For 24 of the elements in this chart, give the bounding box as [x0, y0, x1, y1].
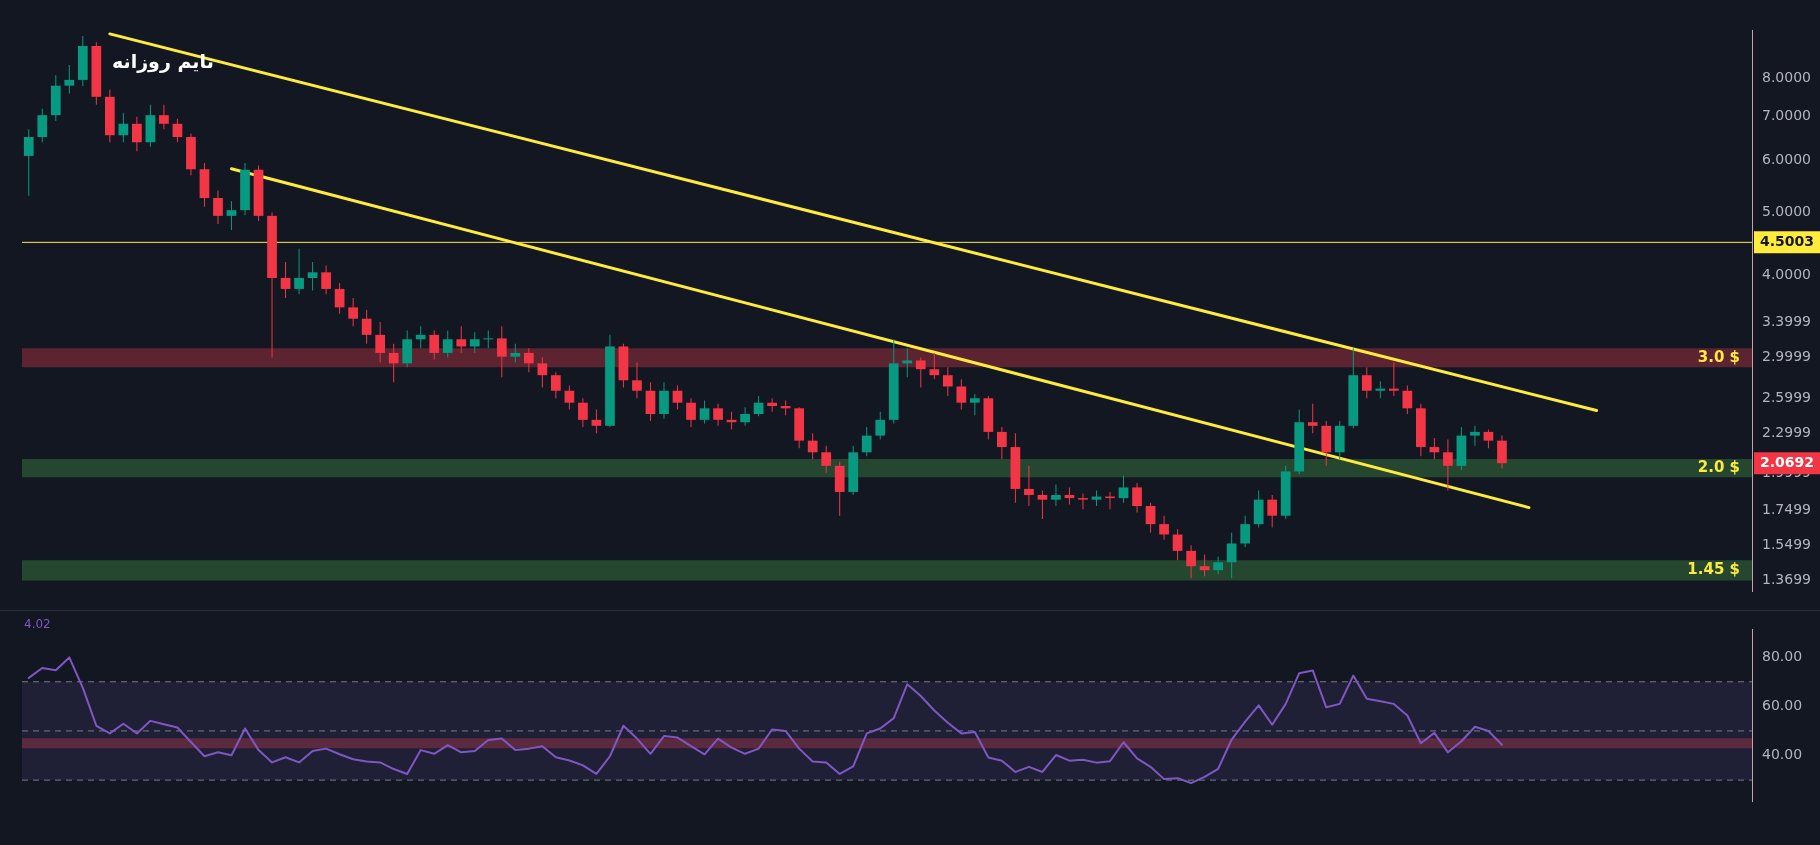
y-tick-label: 80.00	[1762, 647, 1803, 664]
text: 2.0692	[1759, 453, 1815, 470]
y-tick-label: 5.0000	[1762, 203, 1811, 220]
band-label: 1.45 $	[1687, 560, 1740, 579]
y-tick-label: 40.00	[1762, 746, 1803, 763]
y-tick-label: 7.0000	[1762, 107, 1811, 124]
y-tick-label: 1.7499	[1762, 501, 1811, 518]
band-label: 3.0 $	[1697, 347, 1740, 366]
y-tick-label: 1.5499	[1762, 535, 1811, 552]
y-tick-label: 8.0000	[1762, 69, 1811, 86]
y-tick-label: 2.2999	[1762, 423, 1811, 440]
band-label: 2.0 $	[1697, 457, 1740, 476]
y-tick-label: 3.3999	[1762, 312, 1811, 329]
y-tick-label: 4.0000	[1762, 266, 1811, 283]
y-tick-label: 2.9999	[1762, 348, 1811, 365]
y-tick-label: 60.00	[1762, 696, 1803, 713]
y-tick-label: 6.0000	[1762, 151, 1811, 168]
candlestick	[902, 348, 913, 378]
candlestick	[1388, 362, 1399, 397]
ref-line-label: 4.5003	[1759, 232, 1815, 249]
text: تایم روزانه	[112, 50, 214, 72]
y-tick-label: 2.5999	[1762, 388, 1811, 405]
annotation: 4.02	[24, 617, 51, 631]
y-tick-label: 1.3699	[1762, 571, 1811, 588]
